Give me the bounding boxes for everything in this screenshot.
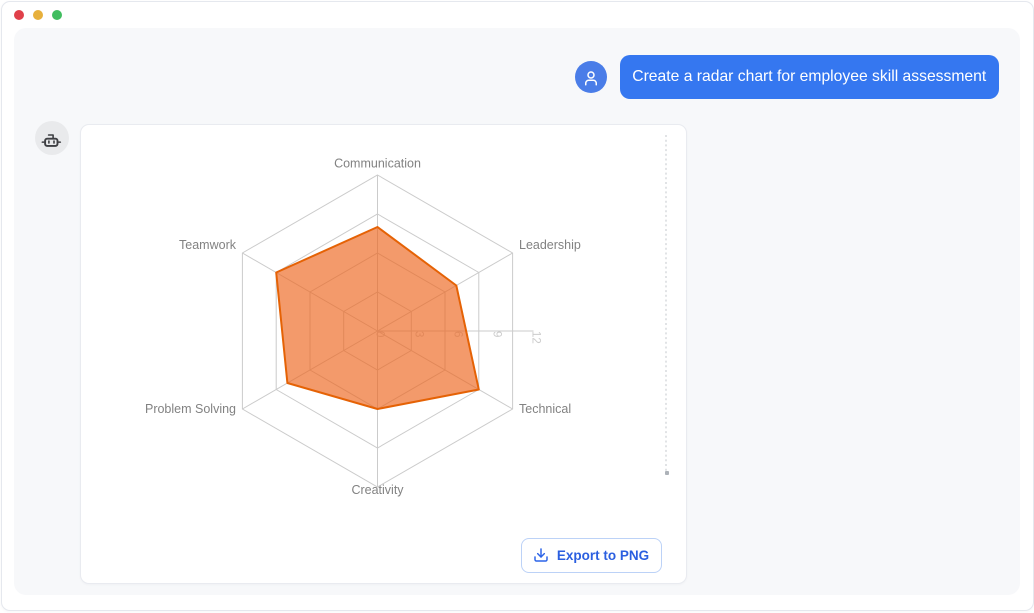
svg-text:Creativity: Creativity: [351, 483, 404, 497]
svg-text:Teamwork: Teamwork: [179, 238, 237, 252]
svg-text:Leadership: Leadership: [519, 238, 581, 252]
svg-text:Technical: Technical: [519, 402, 571, 416]
svg-text:Communication: Communication: [334, 156, 421, 170]
svg-text:12: 12: [530, 331, 542, 344]
svg-text:9: 9: [491, 331, 503, 337]
svg-text:Problem Solving: Problem Solving: [145, 402, 236, 416]
